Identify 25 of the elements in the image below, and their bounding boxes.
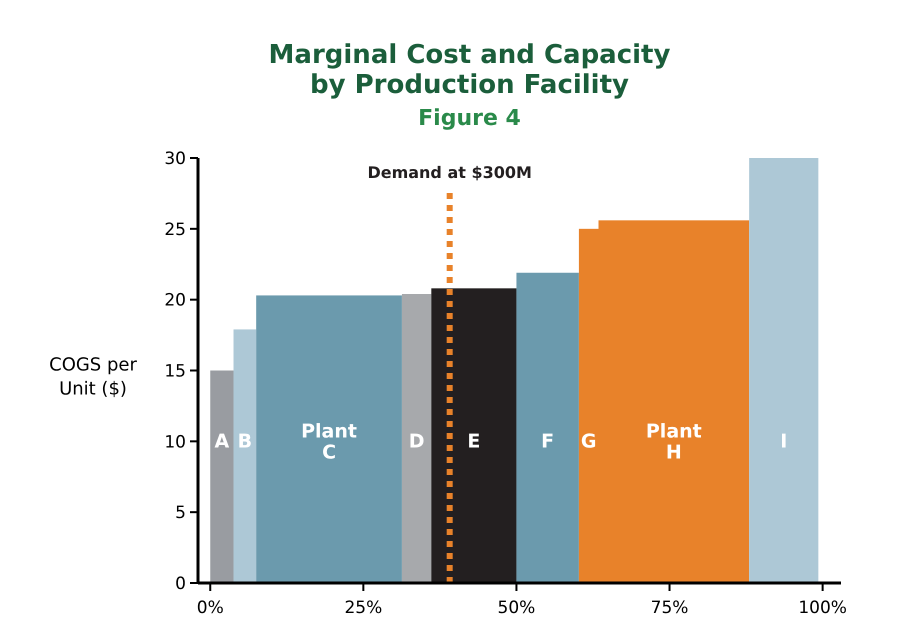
- y-tick-label: 25: [164, 220, 186, 240]
- y-tick-label: 0: [175, 574, 186, 594]
- chart-subtitle: Figure 4: [418, 106, 521, 131]
- y-tick-label: 15: [164, 362, 186, 382]
- x-tick-label: 75%: [650, 598, 688, 618]
- annotation: Plant C: [301, 420, 357, 464]
- x-tick-label: 25%: [344, 598, 382, 618]
- x-tick-label: 50%: [498, 598, 536, 618]
- ref-line-label: Demand at $300M: [367, 163, 532, 182]
- y-axis-title: COGS per Unit ($): [49, 354, 138, 400]
- annotation: Plant H: [646, 420, 702, 464]
- annotation: G: [580, 430, 597, 452]
- annotation: E: [467, 430, 480, 452]
- x-tick-label: 0%: [196, 598, 224, 618]
- annotation: F: [541, 430, 554, 452]
- annotation: D: [408, 430, 425, 452]
- y-tick-label: 30: [164, 149, 186, 169]
- x-tick-label: 100%: [798, 598, 847, 618]
- y-tick-label: 10: [164, 432, 186, 452]
- annotation: I: [780, 430, 788, 452]
- chart-title: Marginal Cost and Capacity by Production Facility: [268, 40, 670, 100]
- annotation: A: [214, 430, 230, 452]
- y-tick-label: 5: [175, 503, 186, 524]
- annotation: B: [238, 430, 252, 452]
- y-tick-label: 20: [164, 290, 186, 311]
